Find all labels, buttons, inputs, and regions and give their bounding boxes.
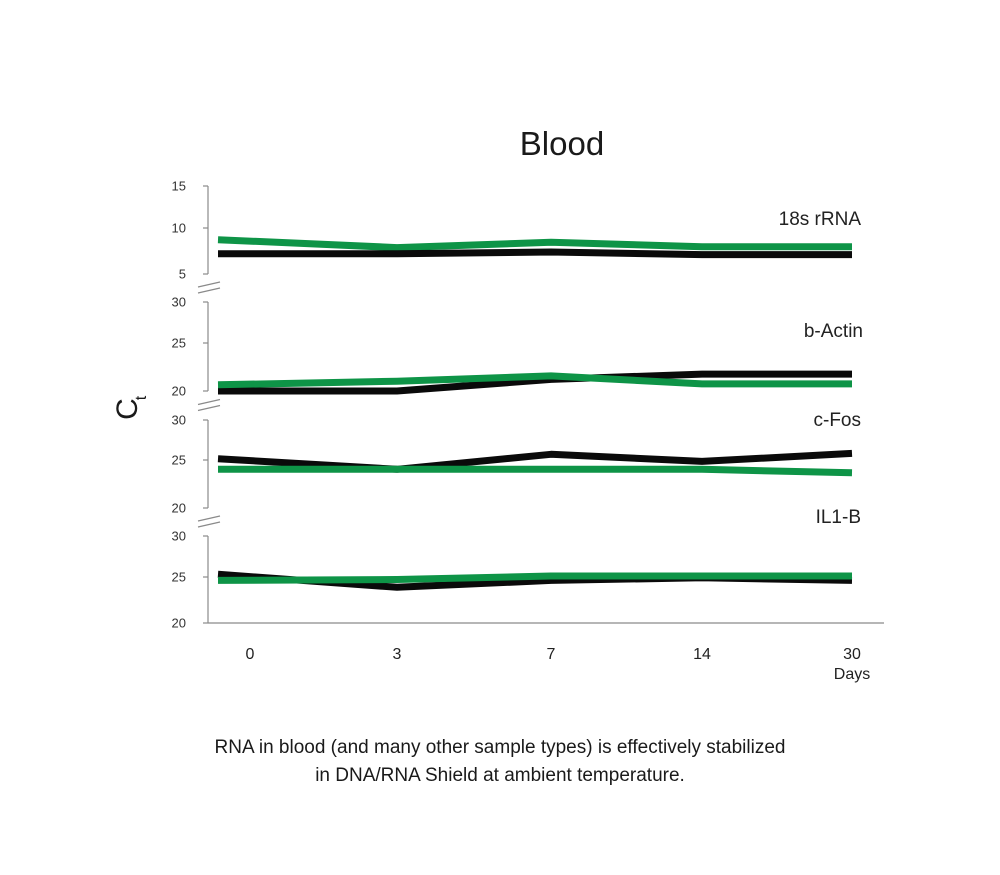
axis-break-mark bbox=[197, 515, 221, 522]
y-tick-label: 25 bbox=[172, 453, 186, 468]
y-tick-label: 25 bbox=[172, 570, 186, 585]
y-axis-label-subscript: t bbox=[133, 395, 150, 400]
y-tick-label: 30 bbox=[172, 529, 186, 544]
y-tick-label: 15 bbox=[172, 179, 186, 194]
panel-label: b-Actin bbox=[804, 321, 863, 342]
axis-break-mark bbox=[197, 281, 221, 288]
x-tick-label: 14 bbox=[693, 646, 711, 663]
y-tick-label: 5 bbox=[179, 267, 186, 282]
chart-title: Blood bbox=[520, 125, 604, 162]
panel-c-fos: 30 25 20 c-Fos bbox=[172, 410, 862, 528]
axis-break-mark bbox=[197, 404, 221, 412]
y-tick-label: 20 bbox=[172, 384, 186, 399]
panel-label: IL1-B bbox=[816, 507, 861, 528]
panel-b-actin: 30 25 20 b-Actin bbox=[172, 295, 863, 412]
x-tick-label: 3 bbox=[393, 646, 402, 663]
y-axis-label-main: C bbox=[111, 398, 144, 420]
y-axis-label: C t bbox=[111, 395, 150, 420]
x-tick-label: 7 bbox=[547, 646, 556, 663]
panel-label: c-Fos bbox=[814, 410, 862, 431]
x-tick-label: 0 bbox=[246, 646, 255, 663]
panels: 15 10 5 18s rRNA 30 25 20 b-Actin 30 25 20 c-Fos 30 2… bbox=[172, 179, 863, 631]
figure-caption: RNA in blood (and many other sample type… bbox=[0, 734, 1000, 790]
y-tick-label: 25 bbox=[172, 336, 186, 351]
axis-break-mark bbox=[197, 398, 221, 406]
series-line-black bbox=[217, 449, 853, 473]
y-tick-label: 20 bbox=[172, 616, 186, 631]
series-line-green bbox=[217, 572, 852, 584]
panel-label: 18s rRNA bbox=[779, 209, 862, 230]
series-line-green bbox=[217, 372, 852, 389]
x-tick-label: 30 bbox=[843, 646, 861, 663]
y-tick-label: 30 bbox=[172, 413, 186, 428]
caption-line-1: RNA in blood (and many other sample type… bbox=[214, 737, 786, 758]
y-tick-label: 10 bbox=[172, 221, 186, 236]
caption-line-2: in DNA/RNA Shield at ambient temperature… bbox=[315, 765, 685, 786]
panel-18s-rrna: 15 10 5 18s rRNA bbox=[172, 179, 862, 294]
series-line-black bbox=[218, 248, 852, 259]
x-axis-label: Days bbox=[834, 666, 870, 683]
x-axis-ticks: 0 3 7 14 30 bbox=[246, 646, 861, 663]
series-line-green bbox=[217, 236, 852, 252]
y-tick-label: 20 bbox=[172, 501, 186, 516]
axis-break-mark bbox=[197, 287, 221, 294]
panel-il1-b: 30 25 20 IL1-B bbox=[172, 507, 861, 631]
axis-break-mark bbox=[197, 521, 221, 528]
series-line-green bbox=[218, 465, 853, 477]
y-tick-label: 30 bbox=[172, 295, 186, 310]
